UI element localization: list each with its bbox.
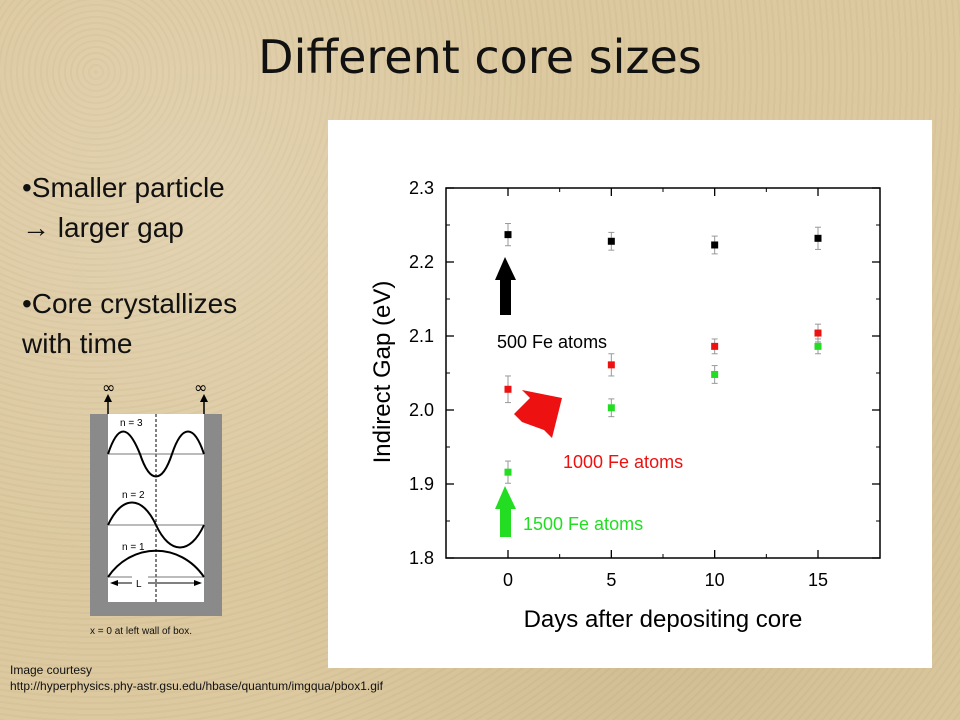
bullet-2-line-1: •Core crystallizes xyxy=(22,288,238,319)
bullet-1-line-2: → larger gap xyxy=(22,212,184,243)
level-n1-label: n = 1 xyxy=(122,542,145,553)
annotation-1500-fe: 1500 Fe atoms xyxy=(523,514,643,534)
y-tick-label-1: 1.9 xyxy=(409,474,434,494)
box-right-wall xyxy=(204,414,222,616)
box-interior xyxy=(108,414,204,602)
red-arrow-icon xyxy=(514,390,562,438)
x-tick-label-0: 0 xyxy=(503,570,513,590)
width-label: L xyxy=(136,579,142,590)
credit-line-1: Image courtesy xyxy=(10,663,93,677)
wave-n1 xyxy=(107,549,205,578)
credit-url: http://hyperphysics.phy-astr.gsu.edu/hba… xyxy=(10,679,383,693)
black-arrow-icon xyxy=(495,257,516,315)
data-point-s2-p2 xyxy=(711,370,719,378)
bullet-1-line-1: •Smaller particle xyxy=(22,172,225,203)
indirect-gap-chart: 0 5 10 15 1.8 1.9 2.0 2.1 2.2 2.3 Days after depo… xyxy=(369,178,881,633)
left-wall-arrow-icon xyxy=(104,394,112,402)
level-n2-label: n = 2 xyxy=(122,490,145,501)
slide-title: Different core sizes xyxy=(258,30,702,84)
y-tick-label-3: 2.1 xyxy=(409,326,434,346)
data-point-s0-p1 xyxy=(607,237,615,245)
data-point-s1-p1 xyxy=(607,361,615,369)
green-arrow-icon xyxy=(495,486,516,537)
data-point-s1-p3 xyxy=(814,329,822,337)
particle-in-box-diagram: ∞ ∞ n = 3 n = 2 n = 1 L xyxy=(90,380,222,616)
box-floor xyxy=(90,602,222,616)
y-tick-label-0: 1.8 xyxy=(409,548,434,568)
right-wall-arrow-icon xyxy=(200,394,208,402)
y-axis-label: Indirect Gap (eV) xyxy=(369,281,396,464)
data-point-s1-p0 xyxy=(504,385,512,393)
level-n3-label: n = 3 xyxy=(120,418,143,429)
annotation-1000-fe: 1000 Fe atoms xyxy=(563,452,683,472)
annotation-500-fe: 500 Fe atoms xyxy=(497,332,607,352)
data-point-s2-p0 xyxy=(504,468,512,476)
wave-n3 xyxy=(107,430,205,478)
data-point-s0-p3 xyxy=(814,234,822,242)
data-point-s2-p1 xyxy=(607,404,615,412)
data-point-s2-p3 xyxy=(814,342,822,350)
y-tick-label-4: 2.2 xyxy=(409,252,434,272)
y-tick-label-5: 2.3 xyxy=(409,178,434,198)
data-point-s0-p2 xyxy=(711,241,719,249)
y-tick-label-2: 2.0 xyxy=(409,400,434,420)
infinity-right-label: ∞ xyxy=(194,380,207,397)
x-tick-label-2: 10 xyxy=(705,570,725,590)
bullet-2-line-2: with time xyxy=(22,328,133,359)
data-point-s1-p2 xyxy=(711,342,719,350)
x-axis-label: Days after depositing core xyxy=(524,606,803,633)
x-tick-label-3: 15 xyxy=(808,570,828,590)
box-left-wall xyxy=(90,414,108,616)
diagram-caption: x = 0 at left wall of box. xyxy=(90,626,192,637)
wave-n2 xyxy=(107,501,205,549)
bullet-list: •Smaller particle → larger gap •Core cry… xyxy=(22,168,237,364)
x-tick-label-1: 5 xyxy=(606,570,616,590)
chart-panel: 0 5 10 15 1.8 1.9 2.0 2.1 2.2 2.3 Days after depo… xyxy=(328,120,932,668)
data-point-s0-p0 xyxy=(504,231,512,239)
infinity-left-label: ∞ xyxy=(102,380,115,397)
image-credit: Image courtesy http://hyperphysics.phy-a… xyxy=(10,662,383,694)
